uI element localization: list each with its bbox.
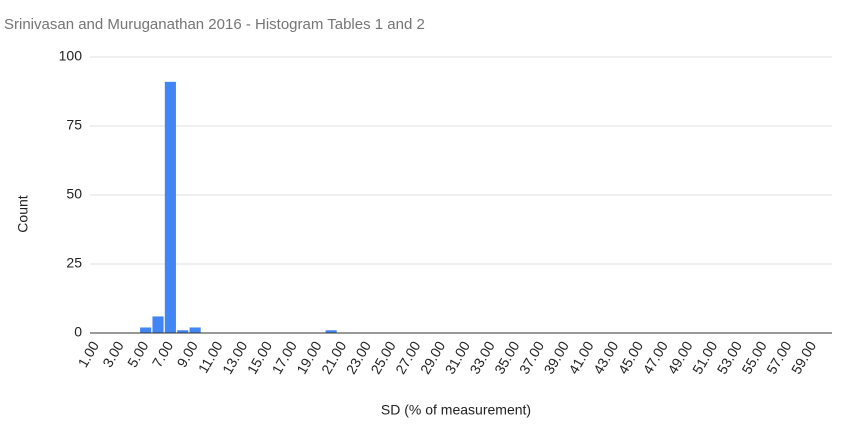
x-tick-label: 59.00 bbox=[788, 338, 819, 377]
x-tick-label: 7.00 bbox=[149, 338, 177, 370]
y-tick-label: 100 bbox=[59, 48, 83, 64]
y-tick-label: 50 bbox=[66, 186, 82, 202]
bar bbox=[325, 330, 337, 333]
bar bbox=[189, 327, 201, 333]
y-tick-label: 75 bbox=[66, 117, 82, 133]
x-tick-label: 3.00 bbox=[99, 338, 127, 370]
y-tick-label: 25 bbox=[66, 255, 82, 271]
bar bbox=[164, 81, 176, 333]
x-tick-label: 1.00 bbox=[75, 338, 103, 370]
y-axis-label: Count bbox=[15, 195, 31, 232]
y-tick-label: 0 bbox=[74, 324, 82, 340]
bar bbox=[152, 316, 164, 333]
bar bbox=[140, 327, 152, 333]
bar bbox=[177, 330, 189, 333]
chart-title: Srinivasan and Muruganathan 2016 - Histo… bbox=[4, 16, 425, 33]
x-tick-label: 5.00 bbox=[124, 338, 152, 370]
x-axis-label: SD (% of measurement) bbox=[381, 402, 531, 418]
